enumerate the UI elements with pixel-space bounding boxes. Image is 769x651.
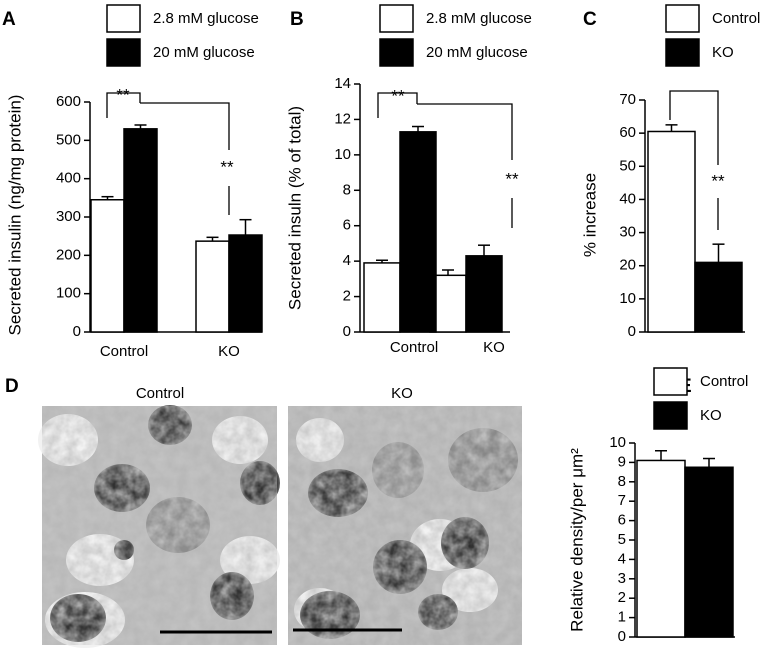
legend-label: KO (700, 407, 722, 424)
y-tick-label: 5 (618, 531, 626, 548)
panel-letter: D (5, 376, 19, 397)
y-tick-label: 0 (73, 323, 81, 340)
y-tick-label: 9 (618, 453, 626, 470)
bar (694, 261, 743, 333)
y-tick-label: 8 (618, 473, 626, 490)
legend-swatch (106, 38, 141, 67)
y-tick-label: 20 (619, 257, 636, 274)
bar (363, 262, 401, 333)
y-tick-label: 7 (618, 492, 626, 509)
y-tick-label: 0 (343, 323, 351, 340)
bar (647, 130, 696, 333)
y-tick-label: 4 (618, 550, 626, 567)
legend-swatch (106, 4, 141, 33)
bar (195, 240, 230, 333)
legend-label: Control (700, 373, 748, 390)
x-tick-label: KO (218, 343, 240, 360)
bar (90, 199, 125, 333)
annotation: ** (391, 86, 405, 105)
legend-label: 2.8 mM glucose (153, 10, 259, 27)
y-tick-label: 70 (619, 91, 636, 108)
y-tick-label: 30 (619, 224, 636, 241)
x-tick-label: Control (100, 343, 148, 360)
y-tick-label: 6 (618, 512, 626, 529)
y-axis-label: % increase (580, 173, 599, 257)
y-tick-label: 300 (56, 208, 81, 225)
y-tick-label: 12 (334, 110, 351, 127)
panel-letter: A (2, 9, 16, 30)
y-tick-label: 500 (56, 131, 81, 148)
legend-label: 20 mM glucose (426, 44, 528, 61)
legend-label: 20 mM glucose (153, 44, 255, 61)
y-tick-label: 40 (619, 190, 636, 207)
y-tick-label: 400 (56, 170, 81, 187)
micrograph-label: Control (136, 385, 184, 402)
legend-swatch (665, 4, 700, 33)
x-tick-label: KO (483, 339, 505, 356)
y-tick-label: 10 (334, 146, 351, 163)
annotation: ** (505, 169, 519, 188)
y-tick-label: 50 (619, 157, 636, 174)
y-tick-label: 14 (334, 75, 351, 92)
bar (228, 234, 263, 333)
legend-swatch (379, 4, 414, 33)
panel-letter: C (583, 9, 597, 30)
legend-swatch (379, 38, 414, 67)
y-tick-label: 3 (618, 570, 626, 587)
y-tick-label: 200 (56, 246, 81, 263)
significance-bracket (669, 90, 719, 230)
y-tick-label: 2 (618, 589, 626, 606)
y-tick-label: 2 (343, 288, 351, 305)
y-tick-label: 10 (609, 434, 626, 451)
micrograph (288, 406, 522, 645)
y-tick-label: 0 (618, 628, 626, 645)
legend-swatch (653, 367, 688, 396)
micrograph-label: KO (391, 385, 413, 402)
bar (399, 131, 437, 333)
y-tick-label: 100 (56, 285, 81, 302)
y-axis-label: Secreted insulin (ng/mg protein) (5, 95, 24, 336)
y-tick-label: 6 (343, 217, 351, 234)
bar (684, 466, 734, 638)
bar (123, 128, 158, 333)
y-tick-label: 4 (343, 252, 351, 269)
bar (465, 255, 503, 333)
bar (636, 459, 686, 638)
y-axis-label: Secreted insuln (% of total) (285, 106, 304, 310)
annotation: ** (220, 157, 234, 176)
y-tick-label: 60 (619, 124, 636, 141)
annotation: ** (116, 85, 130, 104)
y-tick-label: 0 (628, 323, 636, 340)
legend-label: KO (712, 44, 734, 61)
y-tick-label: 10 (619, 290, 636, 307)
micrograph (38, 405, 280, 648)
significance-bracket (377, 92, 513, 228)
legend-swatch (665, 38, 700, 67)
y-tick-label: 8 (343, 181, 351, 198)
y-tick-label: 1 (618, 609, 626, 626)
panel-letter: B (290, 9, 304, 30)
y-axis-label: Relative density/per μm² (567, 448, 586, 632)
y-tick-label: 600 (56, 93, 81, 110)
legend-swatch (653, 401, 688, 430)
legend-label: 2.8 mM glucose (426, 10, 532, 27)
significance-bracket (106, 92, 230, 215)
annotation: ** (711, 171, 725, 190)
x-tick-label: Control (390, 339, 438, 356)
legend-label: Control (712, 10, 760, 27)
